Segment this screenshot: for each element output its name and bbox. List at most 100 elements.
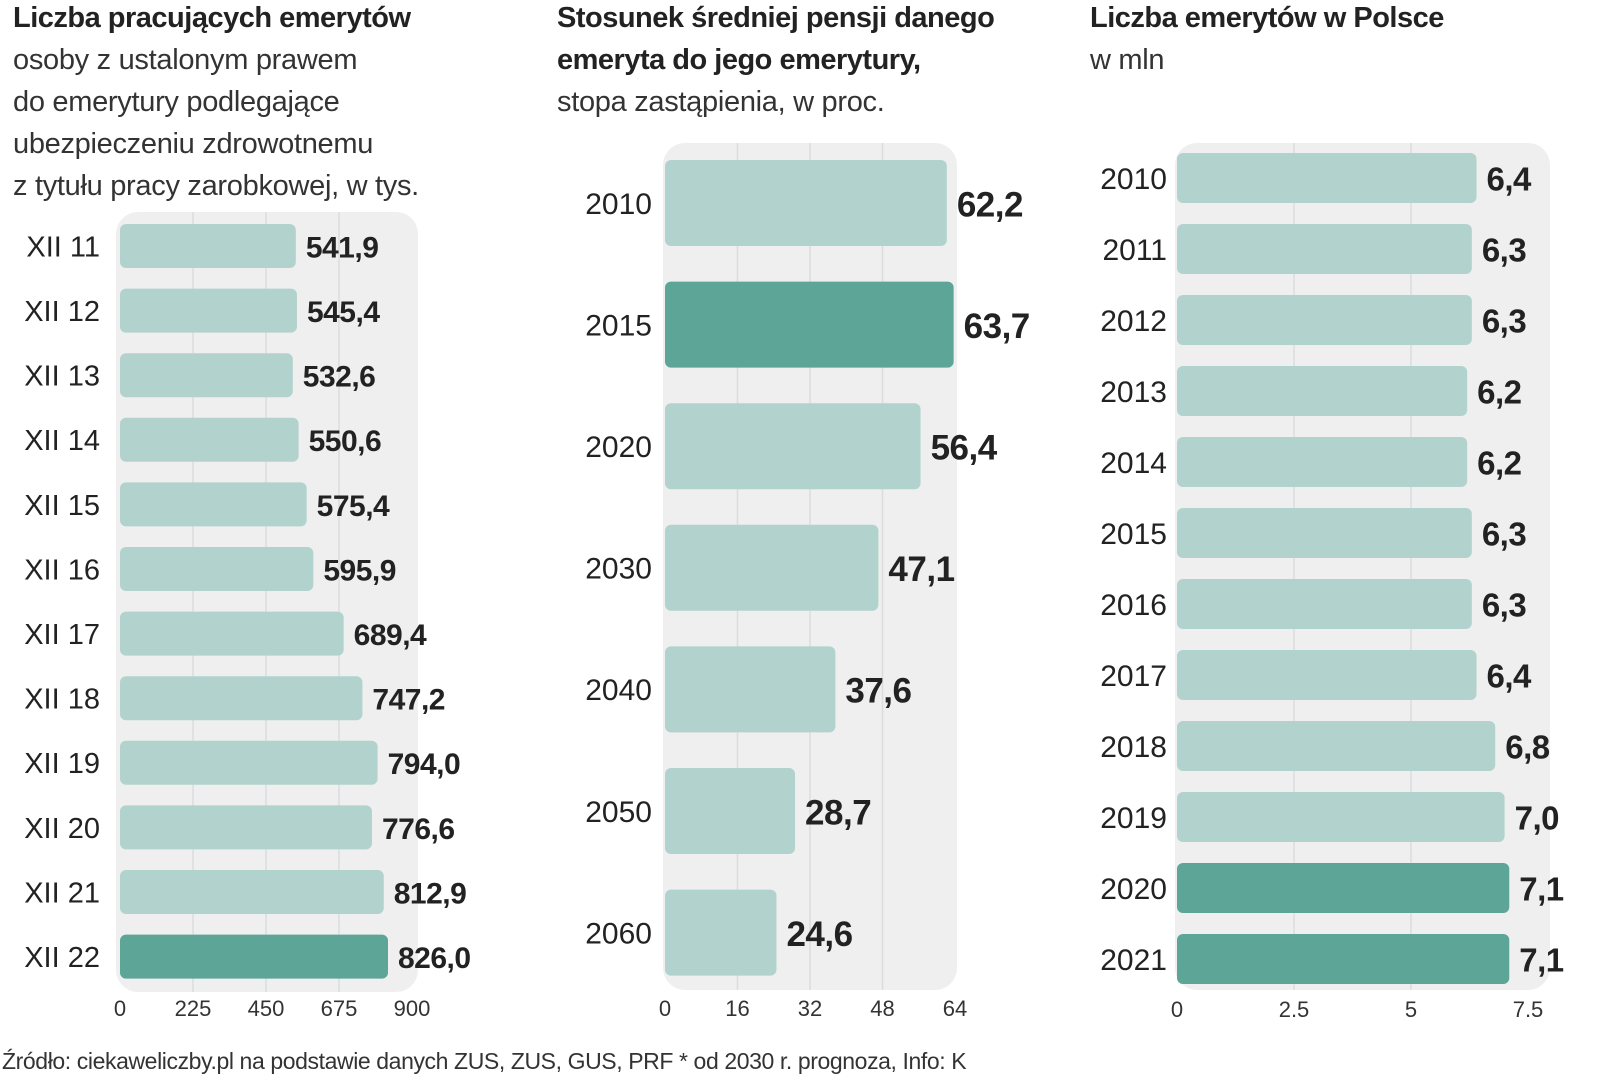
chart2-category-label: 2050 — [585, 796, 652, 829]
chart2-category-label: 2030 — [585, 553, 652, 586]
chart1-title: Liczba pracujących emerytów — [13, 2, 411, 34]
chart1-value-label: 550,6 — [309, 425, 382, 458]
chart2-category-label: 2010 — [585, 188, 652, 221]
chart1-value-label: 689,4 — [354, 619, 427, 652]
chart2-value-label: 28,7 — [805, 793, 871, 832]
chart1-subtitle-line2: do emerytury podlegające — [13, 86, 340, 118]
chart1-x-tick-label: 450 — [248, 996, 285, 1021]
chart1-value-label: 545,4 — [307, 296, 380, 329]
chart3-category-label: 2015 — [1100, 518, 1167, 551]
chart3-bar — [1177, 650, 1477, 700]
chart3-bar — [1177, 792, 1505, 842]
chart1-x-tick-label: 225 — [175, 996, 212, 1021]
chart1-category-label: XII 22 — [24, 942, 100, 974]
chart1-value-label: 812,9 — [394, 877, 467, 910]
chart1-subtitle-line4: z tytułu pracy zarobkowej, w tys. — [13, 170, 419, 202]
chart2-value-label: 56,4 — [931, 429, 998, 468]
chart2-bar — [665, 768, 796, 854]
chart3-category-label: 2012 — [1100, 305, 1167, 338]
chart3-bar — [1177, 863, 1510, 913]
chart1-bar — [120, 934, 388, 979]
chart3-category-label: 2018 — [1100, 731, 1167, 764]
chart2-bar — [665, 281, 954, 368]
chart3-value-label: 6,4 — [1487, 658, 1533, 695]
chart1-category-label: XII 18 — [24, 684, 100, 716]
chart2-bar — [665, 524, 879, 611]
chart1-category-label: XII 15 — [24, 490, 100, 522]
chart1-category-label: XII 19 — [24, 748, 100, 780]
chart3-category-label: 2019 — [1100, 802, 1167, 835]
chart3-category-label: 2010 — [1100, 163, 1167, 196]
chart3-value-label: 6,2 — [1477, 445, 1522, 482]
chart1-bar — [120, 547, 314, 591]
chart2-x-tick-label: 64 — [943, 996, 967, 1021]
chart3-bar — [1177, 934, 1510, 984]
chart1-value-label: 776,6 — [382, 813, 455, 846]
chart1-value-label: 826,0 — [398, 942, 471, 975]
chart2-x-tick-label: 0 — [659, 996, 671, 1021]
chart2-value-label: 63,7 — [964, 307, 1030, 346]
chart2-bar — [665, 646, 836, 733]
chart3-category-label: 2011 — [1102, 234, 1167, 267]
chart1-category-label: XII 17 — [24, 619, 100, 651]
chart1-bar — [120, 870, 384, 914]
chart1-bar — [120, 805, 372, 850]
chart2-category-label: 2020 — [585, 431, 652, 464]
chart2-title-line2: emeryta do jego emerytury, — [557, 44, 921, 76]
chart1-category-label: XII 13 — [24, 361, 100, 393]
chart3-value-label: 7,0 — [1515, 800, 1559, 837]
chart1-category-label: XII 21 — [24, 877, 100, 909]
chart1-plot-background — [116, 212, 418, 992]
chart1-bar — [120, 482, 307, 527]
chart3-value-label: 6,2 — [1477, 374, 1522, 411]
chart2-category-label: 2060 — [585, 917, 652, 950]
chart2-x-tick-label: 16 — [725, 996, 749, 1021]
chart3-bar — [1177, 579, 1472, 629]
chart3-value-label: 6,4 — [1487, 161, 1533, 198]
chart1-subtitle-line3: ubezpieczeniu zdrowotnemu — [13, 128, 374, 160]
chart2-title-line1: Stosunek średniej pensji danego — [557, 2, 995, 34]
chart3-bar — [1177, 366, 1468, 416]
chart1-bar — [120, 611, 344, 656]
chart3-bar — [1177, 721, 1496, 771]
chart1-value-label: 595,9 — [323, 554, 396, 587]
chart2-bar — [665, 889, 777, 976]
chart3-category-label: 2014 — [1100, 447, 1167, 480]
chart1-value-label: 747,2 — [372, 684, 445, 717]
chart2-value-label: 62,2 — [957, 185, 1023, 224]
chart1-bar — [120, 417, 299, 462]
chart3-value-label: 7,1 — [1519, 942, 1564, 979]
chart3-bar — [1177, 153, 1477, 203]
chart2-value-label: 47,1 — [888, 550, 954, 589]
chart1-value-label: 794,0 — [388, 748, 461, 781]
chart3-x-tick-label: 5 — [1405, 997, 1417, 1022]
source-note: Źródło: ciekaweliczby.pl na podstawie da… — [2, 1048, 967, 1074]
chart1-category-label: XII 12 — [24, 296, 100, 328]
chart1-value-label: 532,6 — [303, 361, 376, 394]
chart1-category-label: XII 11 — [26, 231, 100, 263]
chart3-subtitle: w mln — [1090, 44, 1165, 76]
chart3-value-label: 6,3 — [1482, 516, 1527, 553]
chart3-x-tick-label: 7.5 — [1513, 997, 1544, 1022]
chart3-bar — [1177, 224, 1472, 274]
chart1-category-label: XII 20 — [24, 813, 100, 845]
chart1-bar — [120, 288, 297, 333]
chart3-title: Liczba emerytów w Polsce — [1090, 2, 1444, 34]
chart1-subtitle-line1: osoby z ustalonym prawem — [13, 44, 358, 76]
chart3-x-tick-label: 0 — [1171, 997, 1183, 1022]
chart1-category-label: XII 16 — [24, 554, 100, 586]
chart2-bar — [665, 160, 947, 246]
chart1-value-label: 575,4 — [317, 490, 390, 523]
chart2-x-tick-label: 32 — [798, 996, 822, 1021]
chart3-x-tick-label: 2.5 — [1279, 997, 1310, 1022]
chart1-bar — [120, 353, 293, 398]
chart3-category-label: 2016 — [1100, 589, 1167, 622]
chart1-x-tick-label: 675 — [321, 996, 358, 1021]
chart2-subtitle: stopa zastąpienia, w proc. — [557, 86, 885, 118]
chart3-value-label: 7,1 — [1519, 871, 1564, 908]
chart1-category-label: XII 14 — [24, 425, 100, 457]
chart3-value-label: 6,3 — [1482, 303, 1527, 340]
chart1-bar — [120, 676, 363, 721]
chart1-bar — [120, 740, 378, 785]
